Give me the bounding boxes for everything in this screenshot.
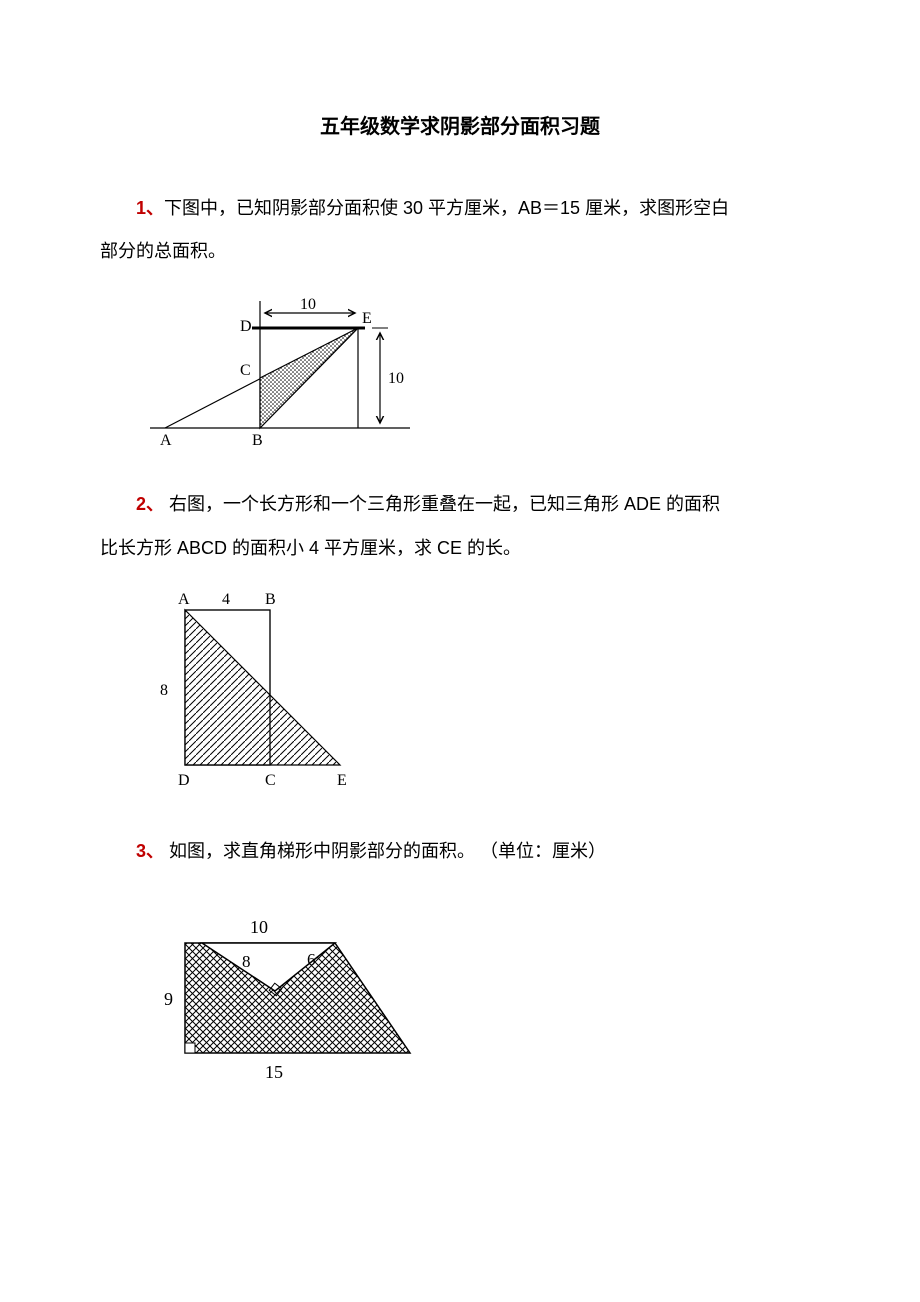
fig1-label-C: C bbox=[240, 362, 251, 379]
fig3-dim-top: 10 bbox=[250, 917, 268, 937]
fig2-label-E: E bbox=[337, 772, 347, 789]
fig2-label-A: A bbox=[178, 591, 190, 608]
fig1-label-D: D bbox=[240, 318, 252, 335]
fig3-dim-8: 8 bbox=[242, 952, 251, 971]
fig1-label-B: B bbox=[252, 432, 263, 449]
fig3-dim-left: 9 bbox=[164, 989, 173, 1009]
problem-2-text-b: 比长方形 ABCD 的面积小 4 平方厘米，求 CE 的长。 bbox=[100, 538, 521, 558]
fig1-dim-top: 10 bbox=[300, 296, 316, 313]
fig2-label-B: B bbox=[265, 591, 276, 608]
problem-1-num: 1、 bbox=[136, 198, 164, 218]
problem-2-num: 2、 bbox=[136, 494, 164, 514]
figure-3: 10 8 6 9 15 bbox=[140, 913, 820, 1093]
fig1-label-A: A bbox=[160, 432, 172, 449]
fig3-dim-6: 6 bbox=[307, 950, 316, 969]
fig2-label-D: D bbox=[178, 772, 190, 789]
figure-1: A B D E C 10 10 bbox=[140, 283, 820, 453]
page-title: 五年级数学求阴影部分面积习题 bbox=[100, 110, 820, 139]
problem-3-num: 3、 bbox=[136, 841, 164, 861]
problem-1-text-b: 部分的总面积。 bbox=[100, 241, 226, 261]
problem-1-text-a: 下图中，已知阴影部分面积使 30 平方厘米，AB＝15 厘米，求图形空白 bbox=[164, 198, 729, 218]
problem-1: 1、下图中，已知阴影部分面积使 30 平方厘米，AB＝15 厘米，求图形空白 部… bbox=[100, 187, 820, 273]
problem-2: 2、 右图，一个长方形和一个三角形重叠在一起，已知三角形 ADE 的面积 比长方… bbox=[100, 483, 820, 569]
problem-3: 3、 如图，求直角梯形中阴影部分的面积。 （单位：厘米） bbox=[100, 830, 820, 873]
fig1-dim-right: 10 bbox=[388, 370, 404, 387]
fig2-dim-top: 4 bbox=[222, 591, 230, 608]
fig1-label-E: E bbox=[362, 310, 372, 327]
figure-3-svg: 10 8 6 9 15 bbox=[140, 913, 430, 1093]
figure-2-svg: A 4 B 8 D C E bbox=[140, 580, 370, 800]
page-container: 五年级数学求阴影部分面积习题 1、下图中，已知阴影部分面积使 30 平方厘米，A… bbox=[0, 0, 920, 1302]
fig2-dim-left: 8 bbox=[160, 682, 168, 699]
problem-2-text-a: 右图，一个长方形和一个三角形重叠在一起，已知三角形 ADE 的面积 bbox=[164, 494, 720, 514]
fig2-label-C: C bbox=[265, 772, 276, 789]
fig3-dim-bottom: 15 bbox=[265, 1062, 283, 1082]
problem-3-text-a: 如图，求直角梯形中阴影部分的面积。 （单位：厘米） bbox=[164, 841, 606, 861]
figure-2: A 4 B 8 D C E bbox=[140, 580, 820, 800]
figure-1-svg: A B D E C 10 10 bbox=[140, 283, 420, 453]
